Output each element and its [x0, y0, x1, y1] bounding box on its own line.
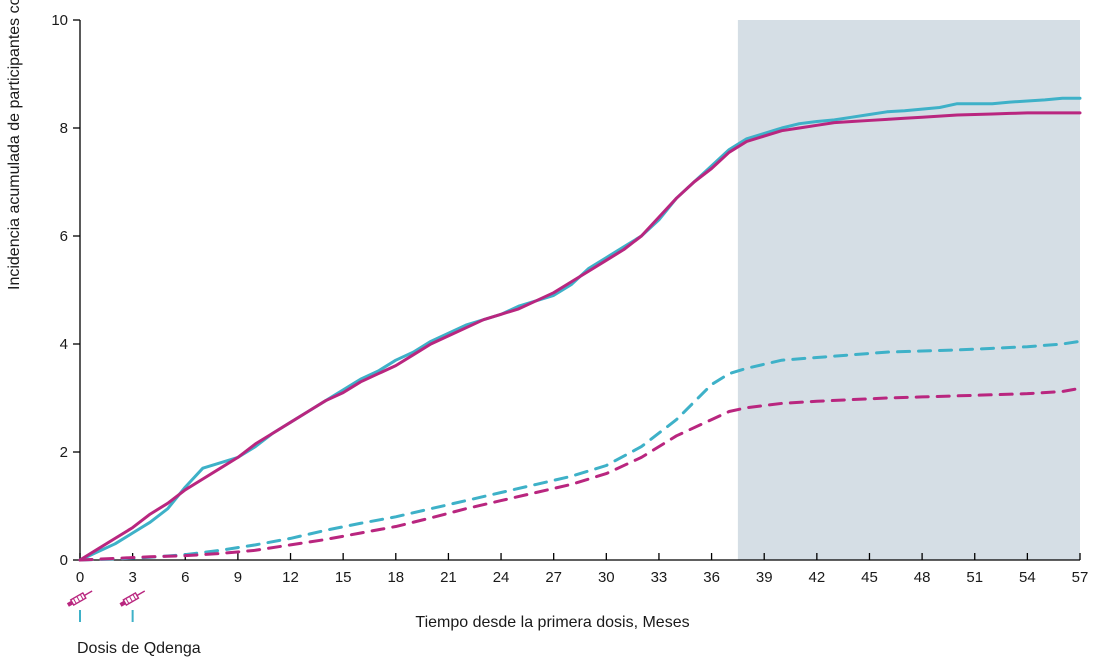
x-tick-label: 9	[234, 569, 242, 586]
chart: 0246810036912151821242730333639424548515…	[0, 0, 1105, 668]
x-tick-label: 18	[387, 569, 404, 586]
x-tick-label: 48	[914, 569, 931, 586]
x-tick-label: 45	[861, 569, 878, 586]
x-axis-label: Tiempo desde la primera dosis, Meses	[0, 614, 1105, 632]
dose-label: Dosis de Qdenga	[77, 640, 201, 658]
x-tick-label: 39	[756, 569, 773, 586]
y-tick-label: 4	[60, 336, 68, 353]
x-tick-label: 15	[335, 569, 352, 586]
x-tick-label: 42	[808, 569, 825, 586]
syringe-icon	[66, 588, 93, 607]
y-tick-label: 8	[60, 120, 68, 137]
x-tick-label: 27	[545, 569, 562, 586]
x-tick-label: 57	[1072, 569, 1089, 586]
x-tick-label: 0	[76, 569, 84, 586]
chart-page: 0246810036912151821242730333639424548515…	[0, 0, 1105, 663]
x-tick-label: 33	[651, 569, 668, 586]
x-tick-label: 12	[282, 569, 299, 586]
x-tick-label: 24	[493, 569, 510, 586]
y-tick-label: 2	[60, 444, 68, 461]
y-tick-label: 6	[60, 228, 68, 245]
chart-svg: 0246810036912151821242730333639424548515…	[0, 0, 1105, 663]
y-tick-label: 0	[60, 552, 68, 569]
x-tick-label: 51	[966, 569, 983, 586]
x-tick-label: 54	[1019, 569, 1036, 586]
y-tick-label: 10	[51, 12, 68, 29]
x-tick-label: 6	[181, 569, 189, 586]
x-tick-label: 36	[703, 569, 720, 586]
x-tick-label: 21	[440, 569, 457, 586]
syringe-icon	[119, 588, 146, 607]
x-tick-label: 3	[128, 569, 136, 586]
y-axis-label: Incidencia acumulada de participantes co…	[6, 0, 24, 290]
x-tick-label: 30	[598, 569, 615, 586]
